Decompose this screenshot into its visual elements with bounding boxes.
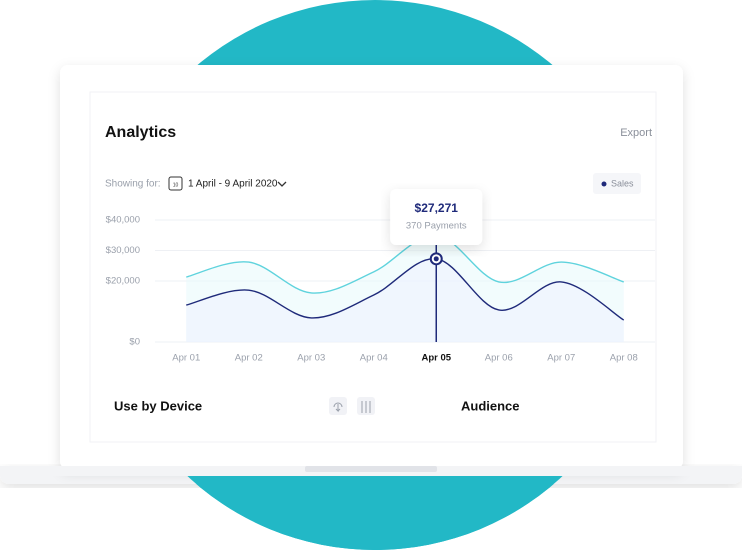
legend-label: Sales (611, 178, 634, 188)
x-tick-label: Apr 06 (485, 353, 513, 364)
y-tick-label: $30,000 (106, 245, 140, 256)
calendar-day: 10 (173, 182, 179, 188)
backdrop-circle (181, 470, 569, 550)
laptop-notch (305, 466, 437, 472)
y-tick-label: $0 (129, 337, 140, 348)
series-line (186, 258, 625, 321)
active-point-core (433, 256, 439, 262)
x-tick-label: Apr 08 (610, 353, 638, 364)
section-title: Use by Device (114, 398, 202, 413)
legend-swatch (601, 181, 607, 187)
y-tick-label: $40,000 (106, 215, 140, 226)
series-line (186, 234, 624, 294)
y-tick-label: $20,000 (106, 276, 140, 287)
tooltip-caption: 370 Payments (406, 221, 467, 232)
download-icon (333, 402, 343, 413)
filter-label: Showing for: (105, 179, 161, 190)
x-tick-label: Apr 02 (235, 353, 263, 364)
calendar-icon[interactable] (168, 176, 183, 191)
series-area (186, 258, 624, 342)
x-tick-label: Apr 05 (421, 353, 451, 364)
date-range[interactable]: 1 April - 9 April 2020 (188, 179, 278, 190)
title: Analytics (105, 124, 176, 141)
tooltip (390, 189, 483, 245)
section-title: Audience (461, 398, 520, 413)
x-tick-label: Apr 07 (547, 353, 575, 364)
x-tick-label: Apr 01 (172, 353, 200, 364)
legend (593, 173, 641, 194)
settings-icon (361, 401, 371, 413)
tooltip-value: $27,271 (415, 201, 459, 215)
dropdown-caret[interactable] (277, 181, 287, 187)
export[interactable]: Export (620, 127, 652, 139)
x-tick-label: Apr 04 (360, 353, 388, 364)
x-tick-label: Apr 03 (297, 353, 325, 364)
